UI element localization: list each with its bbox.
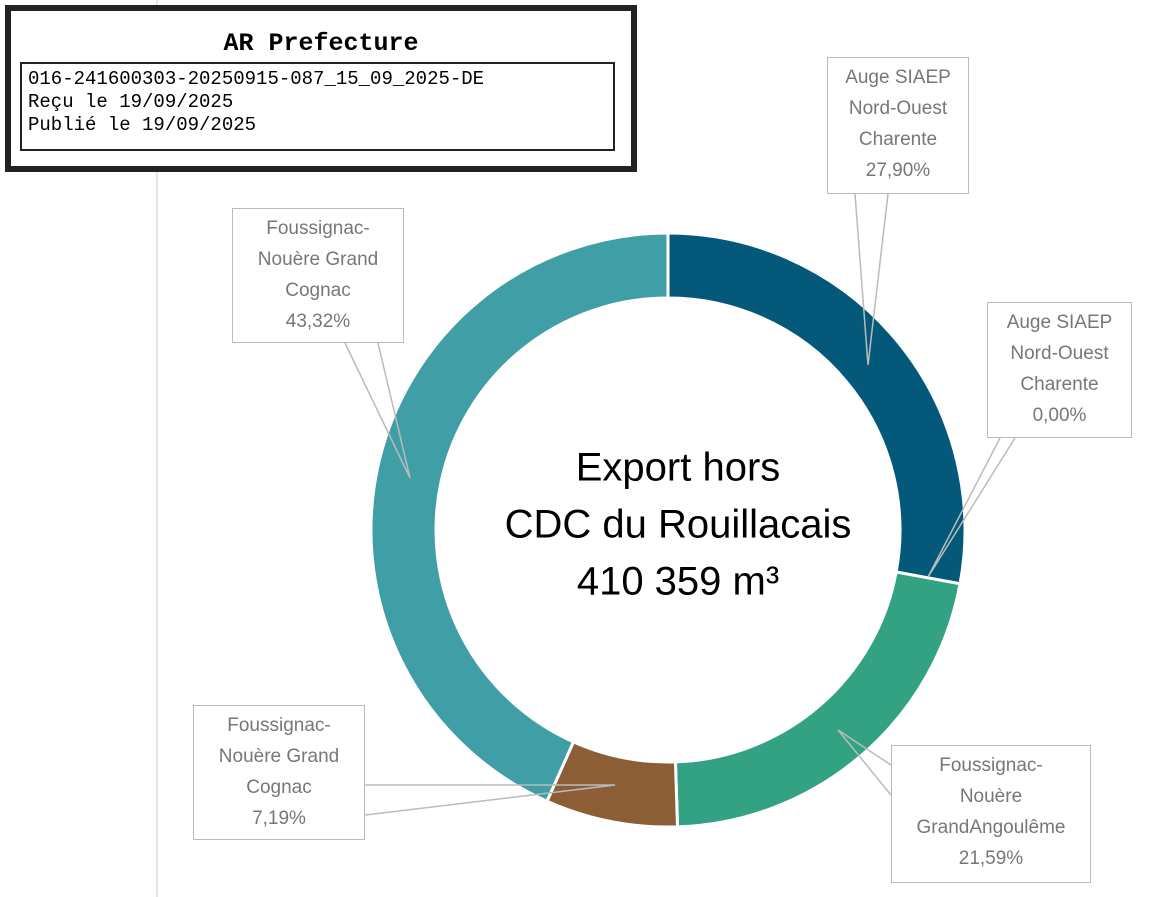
label-value: 27,90%	[865, 160, 931, 181]
leader	[364, 784, 616, 816]
leaders	[344, 193, 1016, 816]
label-name: Foussignac-Nouère Grand Cognac	[218, 715, 340, 798]
label-value: 0,00%	[1032, 405, 1087, 426]
data-label: Auge SIAEP Nord-Ouest Charente 0,00%	[987, 302, 1132, 438]
stamp-line: Publié le 19/09/2025	[28, 114, 257, 136]
center-text: 410 359 m³	[577, 560, 779, 604]
leader	[927, 437, 1016, 578]
label-value: 21,59%	[958, 848, 1024, 869]
center-text: Export hors	[576, 446, 781, 490]
leader	[344, 342, 411, 479]
stamp-line: Reçu le 19/09/2025	[28, 91, 234, 113]
stamp: AR Prefecture 016-241600303-20250915-087…	[5, 5, 637, 172]
data-label: Foussignac-Nouère Grand Cognac 7,19%	[193, 705, 365, 840]
leader	[837, 729, 892, 796]
stamp-title: AR Prefecture	[223, 29, 419, 58]
stamp-line: 016-241600303-20250915-087_15_09_2025-DE	[28, 68, 485, 90]
label-value: 7,19%	[252, 808, 306, 829]
leader	[854, 193, 889, 366]
ring	[369, 231, 967, 829]
center-text: CDC du Rouillacais	[505, 503, 852, 547]
data-label: Foussignac-Nouère Grand Cognac 43,32%	[232, 208, 404, 343]
data-label: Foussignac-Nouère GrandAngoulême 21,59%	[891, 745, 1091, 883]
data-label: Auge SIAEP Nord-Ouest Charente 27,90%	[827, 57, 969, 194]
label-value: 43,32%	[285, 311, 351, 332]
stamp-box: 016-241600303-20250915-087_15_09_2025-DE…	[20, 62, 615, 151]
donut-segment	[369, 231, 670, 804]
label-name: Foussignac-Nouère Grand Cognac	[257, 218, 379, 301]
label-name: Foussignac-Nouère GrandAngoulême	[916, 755, 1066, 838]
label-name: Auge SIAEP Nord-Ouest Charente	[1006, 312, 1113, 395]
label-name: Auge SIAEP Nord-Ouest Charente	[845, 67, 951, 150]
